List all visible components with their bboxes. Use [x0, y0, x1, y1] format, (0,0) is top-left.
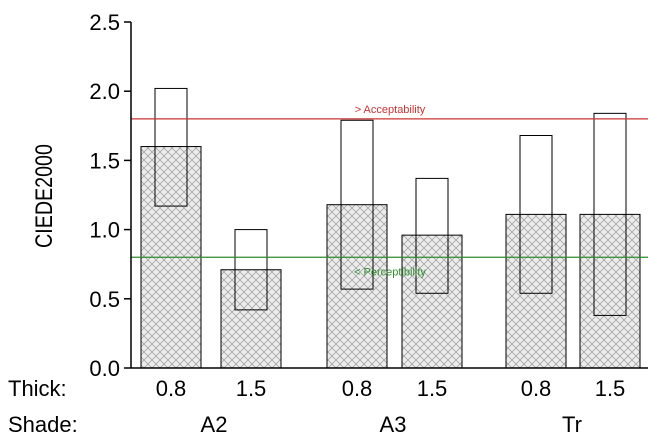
- y-tick-label: 1.0: [89, 218, 120, 243]
- range-box-Tr-1.5: [593, 112, 627, 316]
- shade-row-label: Shade:: [8, 412, 78, 437]
- range-box-Tr-0.8: [519, 134, 553, 294]
- y-tick-label: 0.0: [89, 356, 120, 381]
- thick-row-label: Thick:: [8, 376, 67, 401]
- thick-label: 1.5: [595, 376, 626, 401]
- ranges-layer: [154, 87, 627, 316]
- y-tick-label: 1.5: [89, 148, 120, 173]
- bar-A3-1.5: [401, 234, 463, 369]
- range-box-A3-1.5: [415, 177, 449, 294]
- shade-label: Tr: [562, 412, 582, 437]
- x-labels: 0.8 1.5 A2 0.8 1.5 A3 0.8 1.5 Tr: [156, 376, 626, 437]
- reference-line-label: < Perceptibility: [354, 266, 426, 278]
- thick-label: 0.8: [156, 376, 187, 401]
- range-box-A2-0.8: [154, 87, 188, 207]
- y-ticks: 0.0 0.5 1.0 1.5 2.0 2.5: [89, 10, 131, 381]
- range-box-A2-1.5: [234, 229, 268, 311]
- reference-line-label: > Acceptability: [355, 104, 426, 116]
- y-tick-label: 0.5: [89, 287, 120, 312]
- shade-label: A2: [201, 412, 228, 437]
- bar-Tr-1.5: [579, 213, 641, 369]
- y-tick-label: 2.0: [89, 79, 120, 104]
- thick-label: 1.5: [417, 376, 448, 401]
- shade-label: A3: [380, 412, 407, 437]
- bar-A3-0.8: [326, 204, 388, 369]
- thick-label: 0.8: [342, 376, 373, 401]
- bar-Tr-0.8: [505, 213, 567, 369]
- range-box-A3-0.8: [340, 119, 374, 290]
- y-axis-label: CIEDE2000: [30, 144, 57, 248]
- reference-lines: > Acceptability < Perceptibility: [131, 104, 648, 278]
- thick-label: 1.5: [236, 376, 267, 401]
- y-tick-label: 2.5: [89, 10, 120, 35]
- bars-layer: [140, 146, 641, 369]
- bar-A2-1.5: [220, 269, 282, 369]
- thick-label: 0.8: [521, 376, 552, 401]
- axes: [130, 22, 648, 369]
